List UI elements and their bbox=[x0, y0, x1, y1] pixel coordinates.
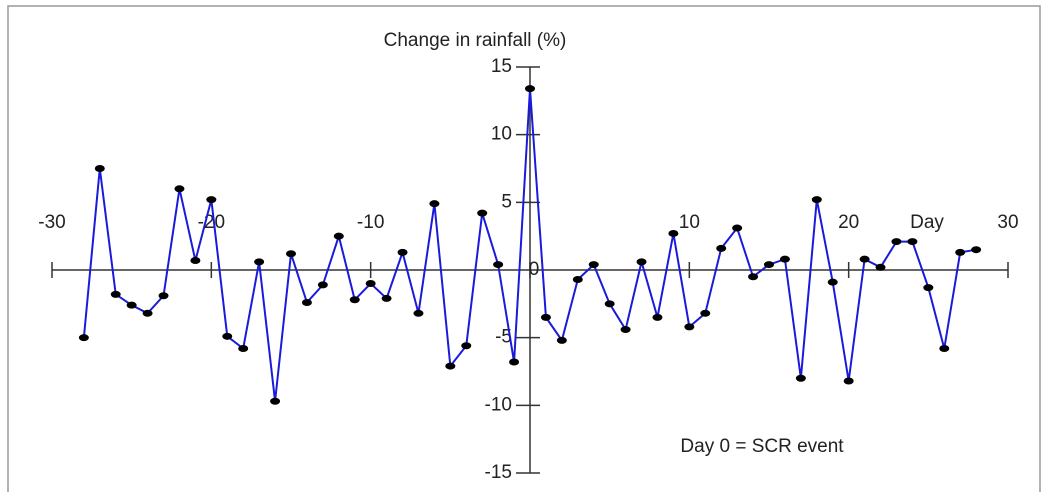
x-tick-label: 0 bbox=[529, 259, 540, 280]
point bbox=[78, 334, 89, 342]
point bbox=[572, 275, 583, 283]
point bbox=[955, 248, 966, 256]
point bbox=[779, 255, 790, 263]
x-tick-label: -20 bbox=[198, 212, 225, 233]
point bbox=[142, 309, 153, 317]
point bbox=[206, 196, 217, 204]
point bbox=[349, 296, 360, 304]
x-axis-label: Day bbox=[910, 212, 944, 233]
annotation: Day 0 = SCR event bbox=[680, 436, 844, 457]
point bbox=[652, 313, 663, 321]
point bbox=[604, 300, 615, 308]
point bbox=[301, 298, 312, 306]
frame bbox=[7, 5, 1041, 492]
point bbox=[317, 281, 328, 289]
point bbox=[461, 342, 472, 350]
point bbox=[365, 280, 376, 288]
y-tick-label: 5 bbox=[501, 191, 512, 212]
point bbox=[971, 246, 982, 254]
y-tick-label: -10 bbox=[485, 394, 512, 415]
x-tick-label: -30 bbox=[38, 212, 65, 233]
point bbox=[429, 200, 440, 208]
point bbox=[126, 301, 137, 309]
y-tick-label: -15 bbox=[485, 462, 512, 483]
point bbox=[875, 263, 886, 271]
point bbox=[636, 258, 647, 266]
point bbox=[110, 290, 121, 298]
point bbox=[811, 196, 822, 204]
point bbox=[286, 250, 296, 258]
point bbox=[843, 377, 854, 385]
point bbox=[254, 258, 265, 266]
x-tick-label: 30 bbox=[997, 212, 1018, 233]
point bbox=[94, 165, 105, 172]
point bbox=[525, 85, 535, 93]
point bbox=[620, 326, 631, 334]
point bbox=[190, 257, 201, 265]
y-tick-label: 15 bbox=[491, 56, 512, 77]
point bbox=[556, 336, 567, 344]
point bbox=[939, 344, 950, 352]
y-tick-label: -5 bbox=[495, 327, 512, 348]
point bbox=[716, 244, 727, 252]
point bbox=[907, 238, 918, 246]
point bbox=[158, 292, 169, 300]
point bbox=[859, 255, 870, 263]
point bbox=[540, 313, 551, 321]
point bbox=[238, 344, 249, 352]
point bbox=[222, 332, 233, 340]
point bbox=[445, 362, 456, 370]
point bbox=[827, 278, 838, 286]
point bbox=[174, 185, 185, 193]
point bbox=[588, 261, 599, 269]
point bbox=[397, 248, 408, 256]
point bbox=[732, 224, 743, 232]
point bbox=[493, 261, 504, 269]
point bbox=[764, 261, 774, 269]
y-axis-label: Change in rainfall (%) bbox=[384, 30, 567, 51]
point bbox=[668, 229, 679, 237]
point bbox=[748, 273, 759, 281]
point bbox=[509, 358, 520, 366]
x-tick-label: 20 bbox=[838, 212, 859, 233]
x-tick-label: -10 bbox=[357, 212, 384, 233]
y-tick-label: 10 bbox=[491, 124, 512, 145]
point bbox=[413, 309, 424, 317]
point bbox=[795, 374, 806, 382]
point bbox=[270, 397, 281, 405]
x-tick-label: 10 bbox=[679, 212, 700, 233]
point bbox=[381, 294, 392, 302]
point bbox=[477, 209, 488, 217]
point bbox=[684, 323, 695, 331]
point bbox=[333, 232, 344, 240]
point bbox=[923, 284, 934, 292]
point bbox=[891, 238, 902, 246]
point bbox=[700, 309, 711, 317]
